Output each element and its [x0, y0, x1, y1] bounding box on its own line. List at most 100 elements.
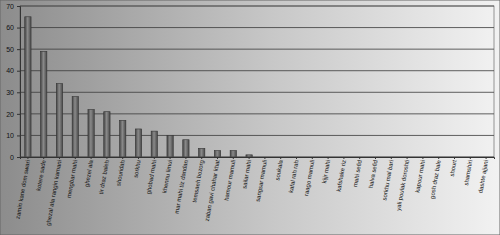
x-tick-mark [185, 157, 186, 159]
x-tick-label: dashte ajjani [477, 159, 489, 193]
x-tick: yali poulak doroshti [395, 157, 410, 211]
x-tick: sailar mahi [241, 157, 252, 189]
x-tick: soukala [274, 157, 284, 181]
x-tick: kotere sade [35, 157, 46, 191]
y-tick-mark [17, 49, 20, 50]
x-tick: sangsar mamuli [255, 157, 268, 202]
x-tick-label: yali poulak doroshti [395, 159, 410, 211]
x-tick: shamshiri [463, 157, 473, 186]
y-tick-label: 30 [6, 89, 14, 96]
y-tick-mark [17, 135, 20, 136]
x-tick: mar mahi tiz dandan [174, 157, 189, 214]
grid [20, 6, 494, 157]
x-tick-mark [486, 157, 487, 159]
bar [104, 112, 110, 157]
x-tick-label: hamour mamuli [223, 159, 236, 201]
y-tick-label: 0 [10, 154, 14, 161]
x-tick-label: shamshiri [463, 159, 473, 185]
x-tick-mark [422, 157, 423, 159]
x-tick-label: soukala [274, 159, 284, 181]
x-tick: kafal rah rah [288, 157, 300, 193]
y-tick-mark [17, 114, 20, 115]
x-tick-mark [75, 157, 76, 159]
x-tick-label: halva sefid [368, 159, 379, 188]
grid-line [20, 70, 494, 71]
x-tick: gosh draz bale [429, 157, 442, 199]
x-tick-mark [154, 157, 155, 159]
x-tick-label: shouridah [115, 159, 125, 186]
x-tick-mark [328, 157, 329, 159]
bar [167, 135, 173, 157]
bar [72, 97, 78, 157]
x-tick-mark [375, 157, 376, 159]
y-tick-mark [17, 92, 20, 93]
x-tick: kafshake riz [335, 157, 346, 192]
x-tick: zamin kane dom swari [15, 157, 31, 219]
x-tick-label: mahi sefid [352, 159, 363, 187]
x-tick: sorkhu mal bari [381, 157, 394, 201]
x-tick-mark [470, 157, 471, 159]
x-tick-mark [170, 157, 171, 159]
x-tick-label: kotere sade [35, 159, 46, 192]
y-tick-label: 50 [6, 46, 14, 53]
y-axis: 010203040506070 [6, 3, 20, 161]
bar [151, 131, 157, 157]
x-tick: mengbar mahi [66, 157, 79, 198]
x-tick-label: tir draz baleh [98, 159, 110, 194]
x-tick: dashte ajjani [477, 157, 489, 194]
x-tick-label: mar mahi tiz dandan [174, 159, 189, 214]
x-tick-label: sorkhu mal bari [381, 159, 394, 200]
x-tick-mark [296, 157, 297, 159]
x-tick-label: sorkhu [133, 159, 142, 178]
bar [56, 84, 62, 157]
x-tick-mark [438, 157, 439, 159]
bar [230, 151, 236, 157]
x-tick-label: ghezal ala rangin kamani [45, 159, 62, 226]
x-tick-mark [27, 157, 28, 159]
chart: 010203040506070zamin kane dom swarikoter… [0, 0, 500, 235]
x-tick: ghezel ala [83, 157, 94, 187]
grid-line [20, 49, 494, 50]
y-tick-label: 70 [6, 3, 14, 10]
x-tick-mark [59, 157, 60, 159]
x-tick-label: ghezel ala [83, 159, 94, 188]
x-tick-mark [454, 157, 455, 159]
y-tick-mark [17, 157, 20, 158]
x-tick-mark [391, 157, 392, 159]
y-tick-mark [17, 71, 20, 72]
x-tick: temsaeh bozorg [191, 157, 204, 203]
x-tick: kapour mahi [414, 157, 426, 193]
x-tick-label: mengbar mahi [66, 159, 79, 198]
x-tick-mark [122, 157, 123, 159]
bars [25, 17, 253, 157]
x-tick-mark [43, 157, 44, 159]
x-tick: ghezal ala rangin kamani [45, 157, 62, 226]
x-tick-label: khennu limui [161, 159, 173, 193]
plot: 010203040506070zamin kane dom swarikoter… [6, 3, 494, 227]
x-tick-label: kapour mahi [414, 159, 426, 193]
x-axis-line [21, 158, 495, 160]
x-tick-mark [407, 157, 408, 159]
bar [246, 155, 252, 157]
x-tick: shourt [449, 157, 458, 177]
x-tick-mark [233, 157, 234, 159]
x-tick-label: sangsar mamuli [255, 159, 268, 202]
plot-frame [20, 6, 494, 157]
x-tick-mark [138, 157, 139, 159]
bar [135, 129, 141, 157]
x-tick-mark [264, 157, 265, 159]
grid-line [20, 27, 494, 28]
y-tick: 70 [6, 3, 20, 10]
x-tick: ghobad mahi [145, 157, 157, 195]
bar [120, 120, 126, 157]
x-tick-mark [343, 157, 344, 159]
x-tick-mark [106, 157, 107, 159]
bar [214, 151, 220, 157]
y-tick-mark [17, 6, 20, 7]
x-tick-label: kafal rah rah [288, 159, 300, 193]
y-tick-label: 20 [6, 111, 14, 118]
y-tick: 10 [6, 132, 20, 139]
x-tick-label: ghobad mahi [145, 159, 157, 194]
x-tick-label: zamin kane dom swari [15, 159, 31, 219]
x-tick: halva sefid [368, 157, 379, 189]
